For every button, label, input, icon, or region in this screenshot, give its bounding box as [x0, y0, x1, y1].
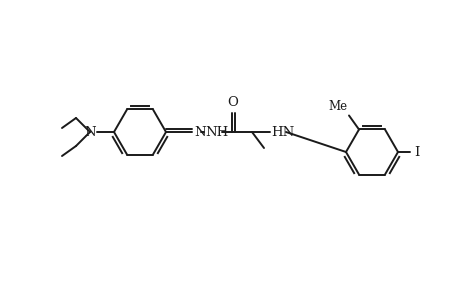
Text: N: N — [84, 125, 96, 139]
Text: Me: Me — [328, 100, 347, 113]
Text: I: I — [413, 146, 419, 158]
Text: NH: NH — [205, 125, 228, 139]
Text: N: N — [194, 125, 205, 139]
Text: O: O — [227, 96, 238, 109]
Text: HN: HN — [270, 125, 294, 139]
